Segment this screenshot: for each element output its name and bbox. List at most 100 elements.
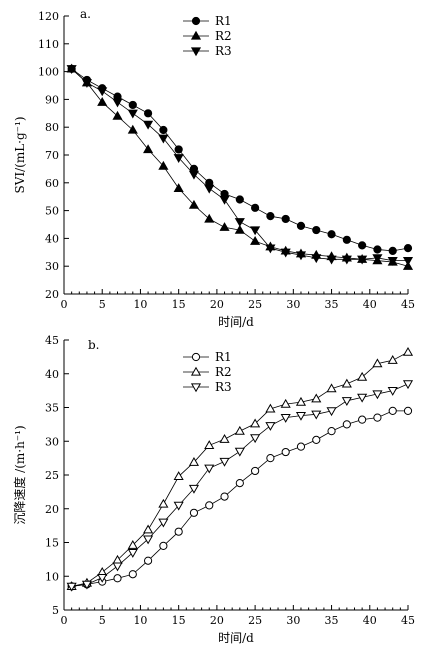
legend-label: R2 (215, 29, 232, 43)
data-point-R3 (204, 184, 215, 194)
data-point-R3 (143, 120, 154, 130)
data-point-R3 (158, 134, 169, 144)
x-tick-label: 20 (210, 298, 224, 311)
data-point-R1 (373, 413, 382, 422)
legend-label: R2 (215, 365, 232, 379)
data-point-R2 (234, 425, 245, 435)
x-tick-label: 15 (172, 614, 186, 627)
data-point-R3 (219, 195, 230, 205)
y-tick-label: 110 (38, 38, 59, 51)
data-point-R2 (250, 418, 261, 428)
data-point-R3 (204, 464, 215, 474)
data-point-R3 (112, 562, 123, 572)
data-point-R3 (234, 218, 245, 227)
y-tick-label: 30 (45, 435, 59, 448)
x-tick-label: 45 (401, 614, 415, 627)
y-tick-label: 45 (45, 334, 59, 347)
series-R3 (66, 65, 414, 266)
x-axis-title: 时间/d (218, 315, 254, 329)
legend-marker (191, 352, 201, 362)
x-tick-label: 10 (133, 614, 147, 627)
y-tick-label: 20 (45, 288, 59, 301)
data-point-R3 (188, 484, 200, 494)
data-point-R2 (143, 144, 154, 154)
data-point-R3 (280, 413, 291, 423)
legend-entry-R1: R1 (183, 350, 232, 364)
y-tick-label: 80 (45, 121, 59, 134)
data-point-R1 (403, 244, 413, 253)
legend-label: R1 (215, 350, 232, 364)
y-tick-label: 35 (45, 402, 59, 415)
y-tick-label: 25 (45, 469, 59, 482)
data-point-R1 (266, 454, 275, 463)
data-point-R1 (174, 527, 183, 536)
data-point-R1 (342, 235, 351, 244)
x-tick-label: 15 (172, 298, 186, 311)
data-point-R3 (97, 573, 108, 583)
data-point-R1 (388, 406, 397, 415)
x-tick-label: 35 (325, 298, 339, 311)
x-tick-label: 5 (99, 298, 106, 311)
data-point-R2 (127, 124, 138, 134)
data-point-R3 (66, 65, 77, 75)
data-point-R3 (97, 87, 108, 97)
data-point-R3 (265, 422, 276, 431)
data-point-R2 (387, 355, 398, 364)
legend-entry-R1: R1 (183, 14, 232, 28)
data-point-R1 (281, 447, 290, 457)
data-point-R2 (188, 199, 200, 209)
data-point-R3 (402, 256, 414, 266)
legend-marker (190, 47, 202, 57)
data-point-R3 (372, 254, 383, 264)
data-point-R3 (265, 244, 276, 254)
x-tick-label: 25 (248, 614, 262, 627)
data-point-R1 (358, 415, 367, 424)
data-point-R3 (250, 226, 261, 236)
data-point-R2 (265, 403, 276, 413)
data-point-R3 (127, 548, 138, 558)
data-point-R3 (357, 255, 368, 265)
data-point-R3 (295, 251, 307, 261)
data-point-R1 (235, 195, 244, 204)
y-tick-label: 50 (45, 205, 59, 218)
data-point-R1 (312, 225, 321, 235)
data-point-R1 (373, 245, 382, 254)
data-point-R1 (128, 100, 137, 110)
data-point-R3 (387, 386, 398, 396)
data-point-R2 (234, 224, 245, 234)
data-point-R2 (219, 434, 230, 443)
x-tick-label: 10 (133, 298, 147, 311)
y-tick-label: 5 (52, 604, 59, 617)
data-point-R2 (280, 398, 291, 408)
data-point-R2 (158, 498, 169, 508)
data-point-R1 (159, 125, 168, 135)
data-point-R1 (312, 435, 321, 444)
data-point-R2 (250, 235, 261, 245)
data-point-R3 (326, 407, 337, 417)
x-axis-title: 时间/d (218, 631, 254, 645)
data-point-R1 (327, 427, 336, 436)
x-tick-label: 40 (363, 614, 377, 627)
x-tick-label: 45 (401, 298, 415, 311)
y-tick-label: 20 (45, 503, 59, 516)
data-point-R2 (204, 213, 215, 223)
data-point-R2 (188, 456, 200, 466)
data-point-R2 (173, 183, 184, 193)
data-point-R3 (295, 411, 307, 421)
data-point-R1 (327, 230, 336, 239)
data-point-R2 (357, 371, 368, 381)
data-point-R3 (372, 390, 383, 400)
data-point-R1 (205, 501, 214, 510)
data-point-R3 (173, 501, 184, 511)
data-point-R3 (280, 248, 291, 258)
data-point-R1 (189, 508, 199, 517)
data-point-R2 (341, 378, 352, 388)
data-point-R3 (188, 170, 200, 180)
data-point-R3 (326, 255, 337, 265)
data-point-R2 (219, 222, 230, 231)
data-point-R2 (127, 539, 138, 549)
legend-label: R3 (215, 380, 232, 394)
data-point-R2 (204, 440, 215, 449)
data-point-R1 (403, 406, 413, 415)
x-tick-label: 20 (210, 614, 224, 627)
